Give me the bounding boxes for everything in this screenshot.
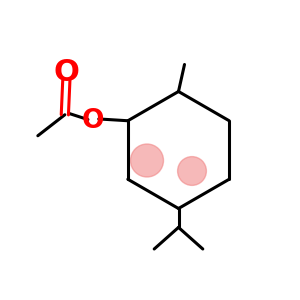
Circle shape: [178, 157, 206, 185]
Circle shape: [130, 144, 164, 177]
Text: O: O: [53, 58, 79, 87]
Text: O: O: [82, 108, 105, 134]
